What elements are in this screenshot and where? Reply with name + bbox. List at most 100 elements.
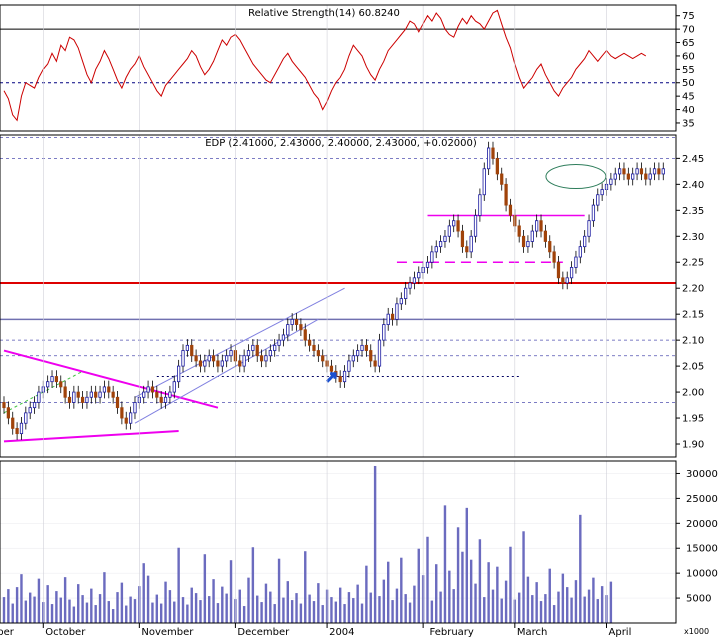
volume-bar: [592, 577, 595, 623]
price-tick-label: 1.95: [682, 414, 704, 425]
volume-bar: [168, 590, 172, 623]
volume-tick-label: 30000: [686, 469, 718, 480]
candle-down: [76, 391, 80, 398]
volume-bar: [474, 583, 477, 623]
buy-signal-arrow: [326, 372, 337, 383]
volume-bar: [190, 587, 193, 623]
candle-down: [190, 344, 194, 357]
candle-down: [54, 376, 59, 383]
volume-bar: [500, 598, 503, 623]
volume-bar: [216, 603, 220, 623]
volume-bar: [225, 593, 228, 623]
candle-down: [238, 360, 242, 367]
candle-up: [290, 318, 294, 325]
volume-bar: [238, 589, 241, 623]
volume-bar: [181, 597, 185, 623]
candle-up: [648, 173, 652, 180]
candle-up: [146, 386, 150, 393]
candle-up: [399, 298, 403, 305]
candle-down: [159, 396, 163, 403]
candle-up: [133, 402, 137, 414]
candle-up: [356, 350, 360, 357]
volume-bar: [72, 606, 76, 623]
volume-bar: [552, 605, 556, 623]
volume-bar: [81, 595, 84, 623]
volume-bar: [103, 572, 106, 623]
volume-bar: [561, 573, 565, 623]
volume-bar: [125, 605, 128, 623]
candle-down: [369, 350, 373, 362]
candle-down: [211, 355, 216, 362]
candle-up: [438, 241, 443, 248]
price-frame: [0, 134, 677, 458]
candle-up: [535, 220, 539, 232]
candle-up: [225, 355, 229, 362]
volume-bar: [478, 539, 482, 623]
candle-up: [408, 282, 412, 289]
candle-down: [329, 365, 334, 372]
volume-bar: [2, 597, 6, 623]
volume-bar: [203, 554, 207, 623]
volume-bar: [33, 596, 36, 623]
volume-bar: [535, 582, 538, 623]
candle-up: [172, 381, 176, 393]
volume-bar: [142, 563, 145, 623]
candle-down: [15, 428, 19, 435]
rsi-tick-label: 70: [682, 25, 695, 36]
volume-bar: [417, 548, 420, 623]
volume-bar: [583, 596, 586, 623]
volume-bar: [557, 591, 560, 623]
candle-down: [6, 407, 10, 419]
volume-bar: [483, 597, 486, 623]
volume-bar: [269, 591, 272, 623]
candle-up: [635, 168, 639, 175]
candle-down: [364, 344, 369, 351]
x-tick-label: February: [430, 627, 474, 637]
volume-bar: [330, 597, 333, 623]
candle-down: [543, 230, 548, 242]
price-tick-label: 2.45: [682, 154, 704, 165]
candle-up: [473, 215, 478, 237]
trend-line: [134, 287, 345, 398]
candle-up: [32, 402, 37, 409]
volume-bar: [282, 597, 285, 623]
candle-down: [307, 339, 312, 346]
candle-down: [500, 173, 504, 185]
candle-down: [312, 344, 316, 351]
candle-up: [526, 241, 530, 248]
candle-down: [548, 241, 552, 253]
candle-down: [390, 313, 395, 320]
volume-bar: [600, 586, 604, 623]
volume-bar: [426, 536, 429, 623]
candle-down: [124, 417, 128, 424]
x-tick-label: 2004: [329, 627, 354, 637]
candle-up: [264, 355, 268, 362]
candle-up: [168, 391, 172, 398]
volume-bar: [133, 599, 137, 623]
volume-bar: [596, 599, 599, 623]
volume-frame: [0, 460, 677, 624]
price-tick-label: 2.25: [682, 258, 704, 269]
volume-bar: [496, 566, 499, 623]
rsi-line: [3, 9, 647, 122]
candle-up: [452, 220, 456, 227]
volume-bar: [212, 579, 215, 623]
candle-up: [277, 339, 281, 346]
candle-up: [377, 339, 382, 367]
volume-bar: [264, 583, 268, 623]
candle-up: [286, 324, 290, 336]
candle-up: [128, 412, 133, 424]
candle-down: [639, 168, 644, 175]
rsi-tick-label: 35: [682, 118, 695, 129]
candle-up: [596, 194, 600, 206]
candle-up: [50, 376, 54, 383]
candle-up: [203, 360, 207, 367]
candle-up: [430, 251, 434, 263]
candle-down: [303, 329, 307, 341]
volume-bar: [391, 600, 394, 623]
volume-bar: [120, 582, 124, 623]
volume-bar: [116, 592, 119, 623]
candle-up: [102, 386, 107, 393]
volume-bar: [544, 594, 547, 623]
price-tick-label: 1.90: [682, 440, 704, 451]
